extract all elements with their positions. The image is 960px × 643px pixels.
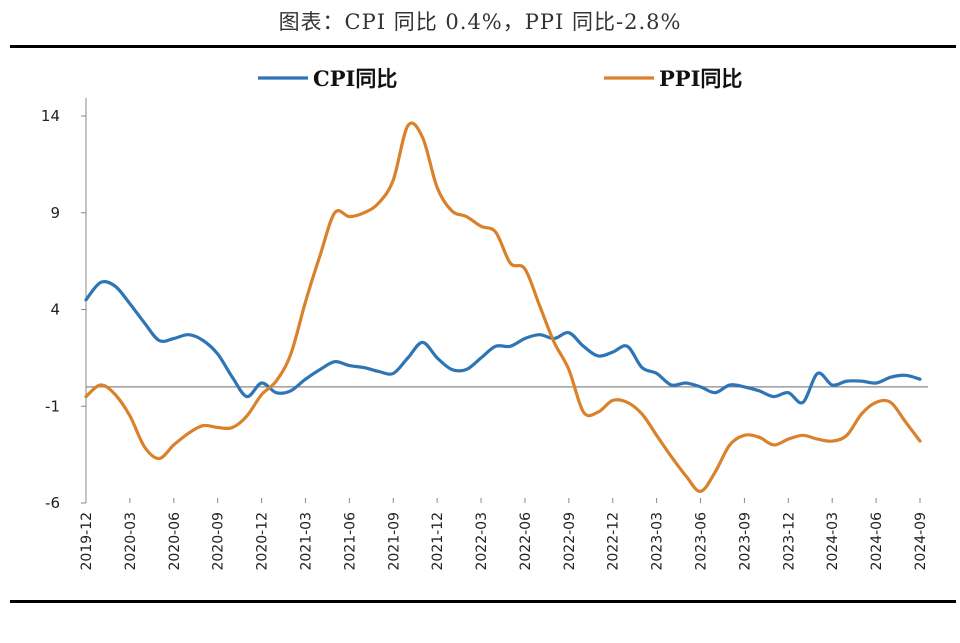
x-tick-label: 2021-09 [386, 512, 402, 571]
x-tick-label: 2021-12 [430, 512, 446, 571]
x-tick-label: 2020-03 [123, 512, 139, 571]
x-tick-label: 2021-06 [342, 512, 358, 571]
x-tick-label: 2020-06 [167, 512, 183, 571]
x-tick-label: 2022-06 [518, 512, 534, 571]
x-tick-label: 2024-06 [869, 512, 885, 571]
x-tick-label: 2019-12 [79, 512, 95, 571]
x-axis: 2019-12 2020-03 2020-06 2020-09 2020-12 2021-… [79, 386, 929, 571]
y-tick-label: -6 [45, 494, 60, 512]
x-tick-label: 2023-09 [737, 512, 753, 571]
ppi-series-line [84, 121, 922, 493]
x-tick-label: 2023-03 [650, 512, 666, 571]
x-tick-label: 2020-09 [211, 512, 227, 571]
y-tick-label: -1 [45, 397, 60, 415]
legend-ppi: PPI同比 [604, 66, 742, 91]
x-tick-label: 2022-03 [474, 512, 490, 571]
legend: CPI同比 PPI同比 [258, 66, 742, 91]
legend-label: PPI同比 [659, 66, 742, 91]
legend-label: CPI同比 [313, 66, 397, 91]
y-axis: 14 9 4 -1 -6 [41, 98, 87, 512]
legend-cpi: CPI同比 [258, 66, 397, 91]
x-tick-label: 2024-03 [825, 512, 841, 571]
y-tick-label: 4 [50, 301, 60, 319]
x-tick-label: 2024-09 [913, 512, 929, 571]
x-tick-label: 2020-12 [255, 512, 271, 571]
series-layer [84, 121, 922, 493]
cpi-series-line [84, 279, 922, 405]
x-tick-label: 2021-03 [298, 512, 314, 571]
x-tick-label: 2023-06 [694, 512, 710, 571]
y-tick-label: 14 [41, 107, 60, 125]
x-tick-label: 2023-12 [781, 512, 797, 571]
bottom-rule [10, 600, 956, 603]
top-rule [10, 45, 956, 48]
chart-title: 图表：CPI 同比 0.4%，PPI 同比-2.8% [278, 10, 682, 34]
y-tick-label: 9 [50, 204, 60, 222]
x-tick-label: 2022-12 [606, 512, 622, 571]
x-tick-label: 2022-09 [562, 512, 578, 571]
